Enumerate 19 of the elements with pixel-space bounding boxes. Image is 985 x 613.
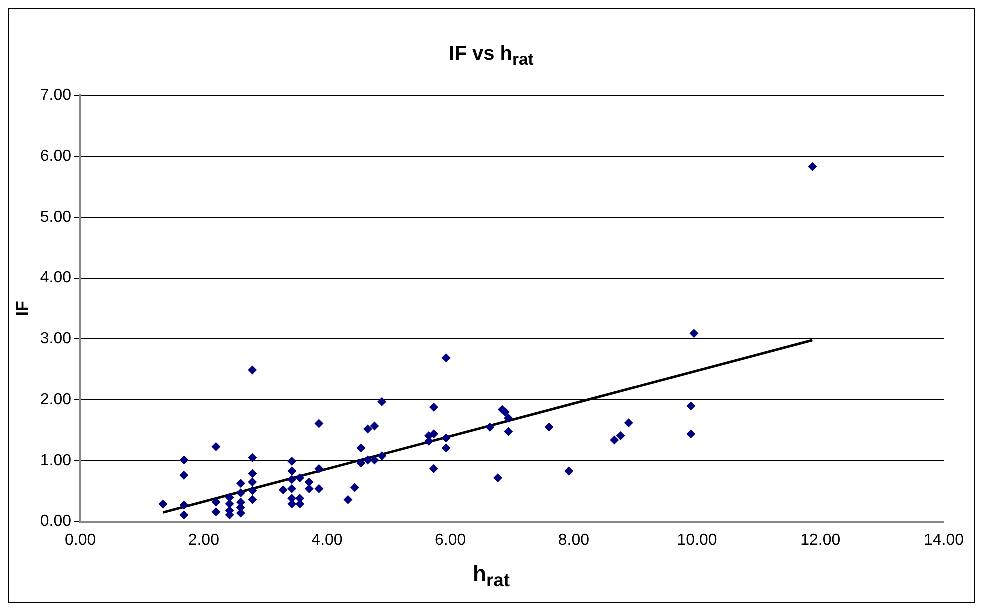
x-tick-label: 8.00 [558, 532, 590, 549]
x-tick-label: 10.00 [677, 532, 718, 549]
chart-title: IF vs h$_{rat}$ [448, 43, 535, 71]
x-tick-label: 14.00 [924, 532, 964, 549]
x-tick-label: 6.00 [435, 532, 466, 549]
y-tick-label: 3.00 [40, 330, 72, 348]
x-tick-label: 4.00 [312, 532, 343, 549]
y-tick-label: 2.00 [40, 391, 72, 408]
y-tick-label: 5.00 [40, 208, 72, 226]
x-tick-label: 2.00 [188, 532, 220, 549]
y-tick-label: 4.00 [40, 270, 72, 287]
y-axis-title: IF [12, 301, 32, 316]
y-tick-label: 1.00 [40, 452, 72, 470]
x-tick-label: 12.00 [800, 532, 841, 549]
x-tick-label: 0.00 [64, 532, 96, 549]
x-axis-title: h$_{rat}$ [472, 561, 511, 592]
y-tick-label: 0.00 [40, 513, 72, 530]
y-tick-label: 6.00 [40, 148, 72, 165]
y-tick-label: 7.00 [40, 87, 72, 104]
